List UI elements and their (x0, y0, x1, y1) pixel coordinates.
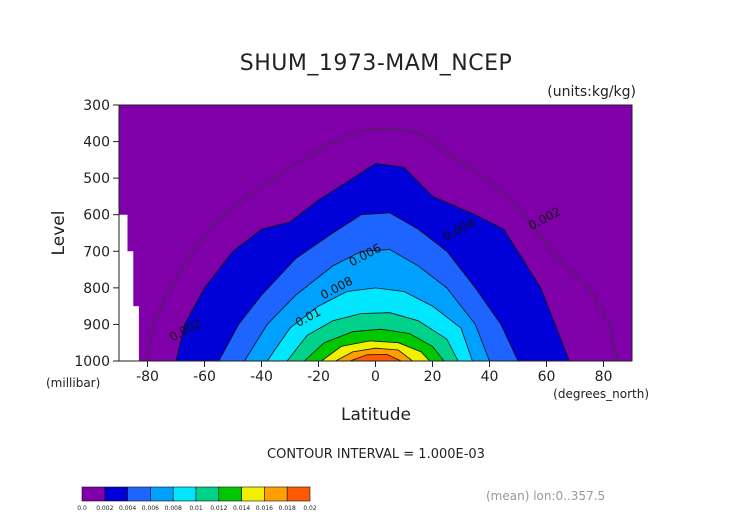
x-axis-unit: (degrees_north) (553, 387, 649, 401)
colorbar-swatch (195, 486, 220, 502)
y-axis-unit: (millibar) (46, 376, 100, 390)
y-tick-label: 600 (83, 208, 110, 224)
x-tick-label: -60 (193, 369, 216, 385)
colorbar-label: 0.014 (233, 505, 250, 512)
x-tick-label: 60 (538, 369, 556, 385)
y-tick-label: 1000 (74, 354, 110, 370)
colorbar-swatch (172, 486, 197, 502)
contour-line (244, 249, 490, 362)
colorbar: 0.0 0.002 0.004 0.006 0.008 0.01 0.012 0.014 0.0… (77, 486, 317, 512)
contour-line (175, 163, 570, 362)
contour-line (147, 128, 619, 362)
band-fill (349, 354, 402, 361)
contour-lines (147, 128, 619, 362)
colorbar-swatch (241, 486, 265, 502)
footer-note: (mean) lon:0..357.5 (486, 489, 605, 503)
colorbar-label: 0.018 (279, 505, 296, 512)
colorbar-label: 0.0 (77, 505, 87, 512)
chart-title: SHUM_1973-MAM_NCEP (240, 51, 513, 76)
x-tick-label: -20 (307, 369, 330, 385)
colorbar-label: 0.02 (303, 505, 317, 512)
missing-data-region (119, 214, 139, 361)
x-tick-label: 20 (424, 369, 442, 385)
y-axis-label: Level (49, 211, 69, 256)
colorbar-label: 0.004 (119, 505, 136, 512)
x-tick-label: 80 (595, 369, 613, 385)
x-tick-label: 40 (481, 369, 499, 385)
colorbar-swatch (218, 486, 242, 502)
x-tick-label: 0 (371, 369, 380, 385)
contour-line (349, 353, 402, 362)
y-tick-label: 700 (83, 244, 110, 260)
colorbar-swatch (286, 486, 311, 502)
colorbar-label: 0.006 (142, 505, 159, 512)
contour-line (335, 347, 413, 362)
y-tick-label: 300 (83, 98, 110, 114)
y-tick-label: 800 (83, 281, 110, 297)
contour-line (286, 312, 459, 362)
contour-interval: CONTOUR INTERVAL = 1.000E-03 (267, 447, 485, 462)
colorbar-label: 0.016 (256, 505, 273, 512)
colorbar-label: 0.01 (189, 505, 203, 512)
contour-line (304, 328, 445, 362)
colorbar-label: 0.012 (210, 505, 227, 512)
plot-area (119, 105, 632, 361)
contour-line (218, 212, 519, 362)
colorbar-swatch (150, 486, 174, 502)
colorbar-label: 0.002 (96, 505, 113, 512)
y-tick-label: 900 (83, 317, 110, 333)
colorbar-swatch (104, 486, 128, 502)
y-tick-label: 500 (83, 171, 110, 187)
axes: -80 -60 -40 -20 0 20 40 60 80 300 400 500 600 700 800 9… (74, 98, 633, 385)
contour-line (321, 340, 430, 362)
units-note: (units:kg/kg) (547, 84, 636, 100)
x-axis-label: Latitude (341, 405, 411, 425)
y-tick-label: 400 (83, 135, 110, 151)
colorbar-swatch (81, 486, 106, 502)
colorbar-label: 0.008 (165, 505, 182, 512)
x-tick-label: -40 (250, 369, 273, 385)
contour-line (266, 287, 473, 362)
x-tick-label: -80 (136, 369, 159, 385)
colorbar-swatch (264, 486, 288, 502)
colorbar-swatch (127, 486, 151, 502)
